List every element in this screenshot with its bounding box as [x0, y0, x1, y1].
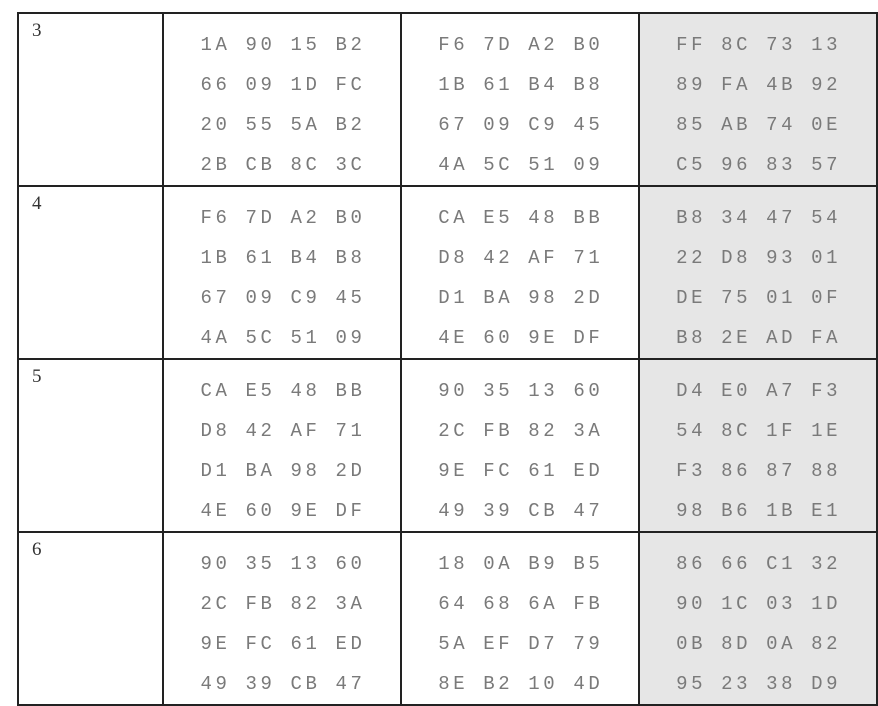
output-block: B8 34 47 54 22 D8 93 01 DE 75 01 0F B8 2E A… [638, 185, 878, 360]
hex-line: 2C FB 82 3A [200, 593, 366, 615]
input-block: F6 7D A2 B0 1B 61 B4 B8 67 09 C9 45 4A 5C 5… [162, 185, 403, 360]
hex-line: 2C FB 82 3A [438, 420, 604, 442]
round-state-table: 3 1A 90 15 B2 66 09 1D FC 20 55 5A B2 2B CB … [16, 12, 878, 706]
hex-line: D1 BA 98 2D [438, 287, 604, 309]
hex-line: F3 86 87 88 [676, 460, 842, 482]
hex-line: 90 1C 03 1D [676, 593, 842, 615]
hex-line: D4 E0 A7 F3 [676, 380, 842, 402]
hex-line: 20 55 5A B2 [200, 114, 366, 136]
hex-line: 4E 60 9E DF [438, 327, 604, 349]
hex-line: 67 09 C9 45 [438, 114, 604, 136]
hex-line: 1A 90 15 B2 [200, 34, 366, 56]
hex-line: DE 75 01 0F [676, 287, 842, 309]
key-block: F6 7D A2 B0 1B 61 B4 B8 67 09 C9 45 4A 5C 5… [400, 12, 641, 187]
hex-line: 1B 61 B4 B8 [200, 247, 366, 269]
input-block: 1A 90 15 B2 66 09 1D FC 20 55 5A B2 2B CB 8… [162, 12, 403, 187]
hex-line: 86 66 C1 32 [676, 553, 842, 575]
hex-line: 5A EF D7 79 [438, 633, 604, 655]
hex-line: 4A 5C 51 09 [438, 154, 604, 176]
hex-line: D1 BA 98 2D [200, 460, 366, 482]
hex-line: 8E B2 10 4D [438, 673, 604, 695]
hex-line: CA E5 48 BB [438, 207, 604, 229]
hex-line: 4A 5C 51 09 [200, 327, 366, 349]
hex-line: 90 35 13 60 [200, 553, 366, 575]
hex-line: C5 96 83 57 [676, 154, 842, 176]
key-block: 90 35 13 60 2C FB 82 3A 9E FC 61 ED 49 39 C… [400, 358, 641, 533]
table-body: 3 1A 90 15 B2 66 09 1D FC 20 55 5A B2 2B CB … [16, 12, 878, 706]
hex-line: F6 7D A2 B0 [438, 34, 604, 56]
hex-line: 9E FC 61 ED [438, 460, 604, 482]
hex-line: 18 0A B9 B5 [438, 553, 604, 575]
hex-line: B8 2E AD FA [676, 327, 842, 349]
output-block: FF 8C 73 13 89 FA 4B 92 85 AB 74 0E C5 96 8… [638, 12, 878, 187]
output-block: D4 E0 A7 F3 54 8C 1F 1E F3 86 87 88 98 B6 1… [638, 358, 878, 533]
hex-line: D8 42 AF 71 [438, 247, 604, 269]
round-number: 3 [16, 12, 165, 187]
key-block: 18 0A B9 B5 64 68 6A FB 5A EF D7 79 8E B2 1… [400, 531, 641, 706]
hex-line: FF 8C 73 13 [676, 34, 842, 56]
hex-line: F6 7D A2 B0 [200, 207, 366, 229]
hex-line: D8 42 AF 71 [200, 420, 366, 442]
table-row: 3 1A 90 15 B2 66 09 1D FC 20 55 5A B2 2B CB … [16, 12, 878, 187]
input-block: 90 35 13 60 2C FB 82 3A 9E FC 61 ED 49 39 C… [162, 531, 403, 706]
table-row: 6 90 35 13 60 2C FB 82 3A 9E FC 61 ED 49 39 … [16, 531, 878, 706]
output-block: 86 66 C1 32 90 1C 03 1D 0B 8D 0A 82 95 23 3… [638, 531, 878, 706]
hex-line: 67 09 C9 45 [200, 287, 366, 309]
hex-line: 9E FC 61 ED [200, 633, 366, 655]
input-block: CA E5 48 BB D8 42 AF 71 D1 BA 98 2D 4E 60 9… [162, 358, 403, 533]
round-number: 4 [16, 185, 165, 360]
hex-line: 4E 60 9E DF [200, 500, 366, 522]
table-row: 4 F6 7D A2 B0 1B 61 B4 B8 67 09 C9 45 4A 5C … [16, 185, 878, 360]
hex-line: 85 AB 74 0E [676, 114, 842, 136]
hex-line: 90 35 13 60 [438, 380, 604, 402]
hex-line: CA E5 48 BB [200, 380, 366, 402]
round-number: 6 [16, 531, 165, 706]
hex-line: 54 8C 1F 1E [676, 420, 842, 442]
hex-line: B8 34 47 54 [676, 207, 842, 229]
hex-line: 89 FA 4B 92 [676, 74, 842, 96]
hex-line: 64 68 6A FB [438, 593, 604, 615]
hex-line: 49 39 CB 47 [438, 500, 604, 522]
hex-line: 66 09 1D FC [200, 74, 366, 96]
key-block: CA E5 48 BB D8 42 AF 71 D1 BA 98 2D 4E 60 9… [400, 185, 641, 360]
hex-line: 1B 61 B4 B8 [438, 74, 604, 96]
hex-line: 22 D8 93 01 [676, 247, 842, 269]
hex-line: 0B 8D 0A 82 [676, 633, 842, 655]
hex-line: 98 B6 1B E1 [676, 500, 842, 522]
hex-line: 95 23 38 D9 [676, 673, 842, 695]
hex-line: 49 39 CB 47 [200, 673, 366, 695]
round-number: 5 [16, 358, 165, 533]
hex-line: 2B CB 8C 3C [200, 154, 366, 176]
table-row: 5 CA E5 48 BB D8 42 AF 71 D1 BA 98 2D 4E 60 … [16, 358, 878, 533]
